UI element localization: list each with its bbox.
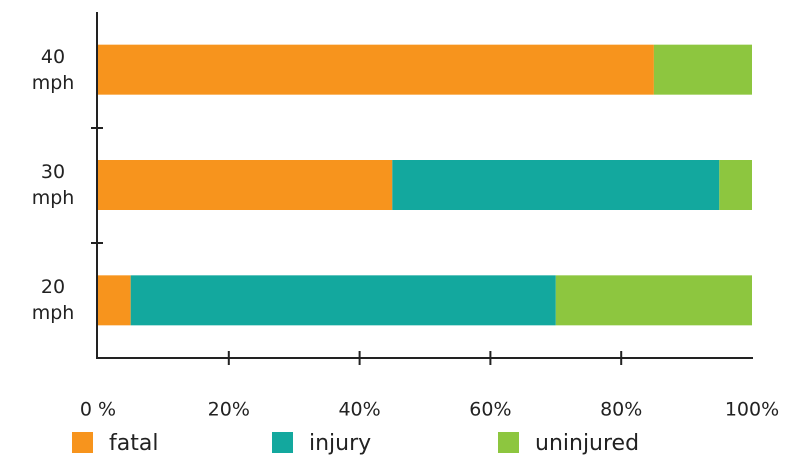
bar-segment bbox=[98, 44, 654, 95]
bar-segment bbox=[555, 275, 752, 326]
x-tick-label: 60% bbox=[469, 399, 511, 421]
y-tick-label: 20 mph bbox=[31, 276, 75, 325]
legend-swatch bbox=[72, 432, 93, 453]
bar-segment bbox=[130, 275, 556, 326]
y-tick-label: 30 mph bbox=[31, 161, 75, 209]
bar-segment bbox=[653, 44, 752, 95]
legend-label: fatal bbox=[109, 431, 158, 456]
x-tick-label: 0 % bbox=[80, 399, 116, 421]
bar-segment bbox=[98, 160, 393, 210]
x-tick-label: 40% bbox=[338, 399, 380, 421]
x-tick-label: 20% bbox=[208, 399, 250, 421]
x-tick-label: 100% bbox=[725, 399, 779, 421]
bar-segment bbox=[719, 160, 752, 210]
legend-label: uninjured bbox=[535, 431, 639, 456]
bar-segment bbox=[392, 160, 720, 210]
legend-swatch bbox=[272, 432, 293, 453]
legend-label: injury bbox=[309, 431, 371, 456]
x-tick-label: 80% bbox=[600, 399, 642, 421]
legend-swatch bbox=[498, 432, 519, 453]
y-tick-label: 40 mph bbox=[31, 45, 75, 94]
bar-segment bbox=[98, 275, 131, 326]
